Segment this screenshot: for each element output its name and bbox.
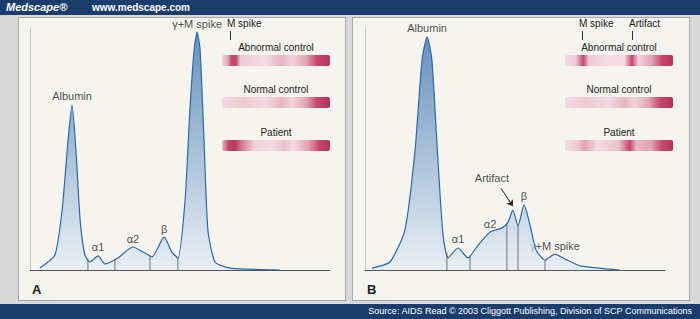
svg-text:α2: α2 (484, 218, 496, 230)
html-text:Medscape®: Medscape® (6, 1, 68, 13)
html-text:Abnormal control: Abnormal control (581, 42, 657, 53)
html-text:B: B (367, 282, 377, 297)
html-text:www.medscape.com: www.medscape.com (92, 2, 190, 13)
svg-text:α2: α2 (127, 233, 139, 245)
html-text:A: A (32, 282, 42, 297)
html-text:Patient: Patient (260, 127, 292, 138)
html-text:M spike: M spike (579, 18, 614, 29)
svg-text:Albumin: Albumin (52, 90, 92, 102)
svg-text:α1: α1 (92, 241, 104, 253)
svg-text:Artifact: Artifact (475, 172, 509, 184)
html-text:M spike: M spike (227, 18, 262, 29)
svg-text:β: β (521, 190, 527, 202)
svg-text:Albumin: Albumin (407, 22, 447, 34)
html-text:Abnormal control: Abnormal control (238, 42, 314, 53)
svg-text:γ+M spike: γ+M spike (530, 240, 580, 252)
html-text:Source: AIDS Read © 2003 Cligg: Source: AIDS Read © 2003 Cliggott Publis… (368, 306, 692, 316)
html-text:Artifact: Artifact (629, 18, 661, 29)
svg-text:α1: α1 (452, 233, 464, 245)
svg-text:β: β (161, 223, 167, 235)
html-text:Patient: Patient (603, 127, 635, 138)
svg-text:γ+M spike: γ+M spike (172, 18, 222, 30)
html-text:Normal control: Normal control (243, 84, 309, 95)
html-text:Normal control: Normal control (586, 84, 652, 95)
